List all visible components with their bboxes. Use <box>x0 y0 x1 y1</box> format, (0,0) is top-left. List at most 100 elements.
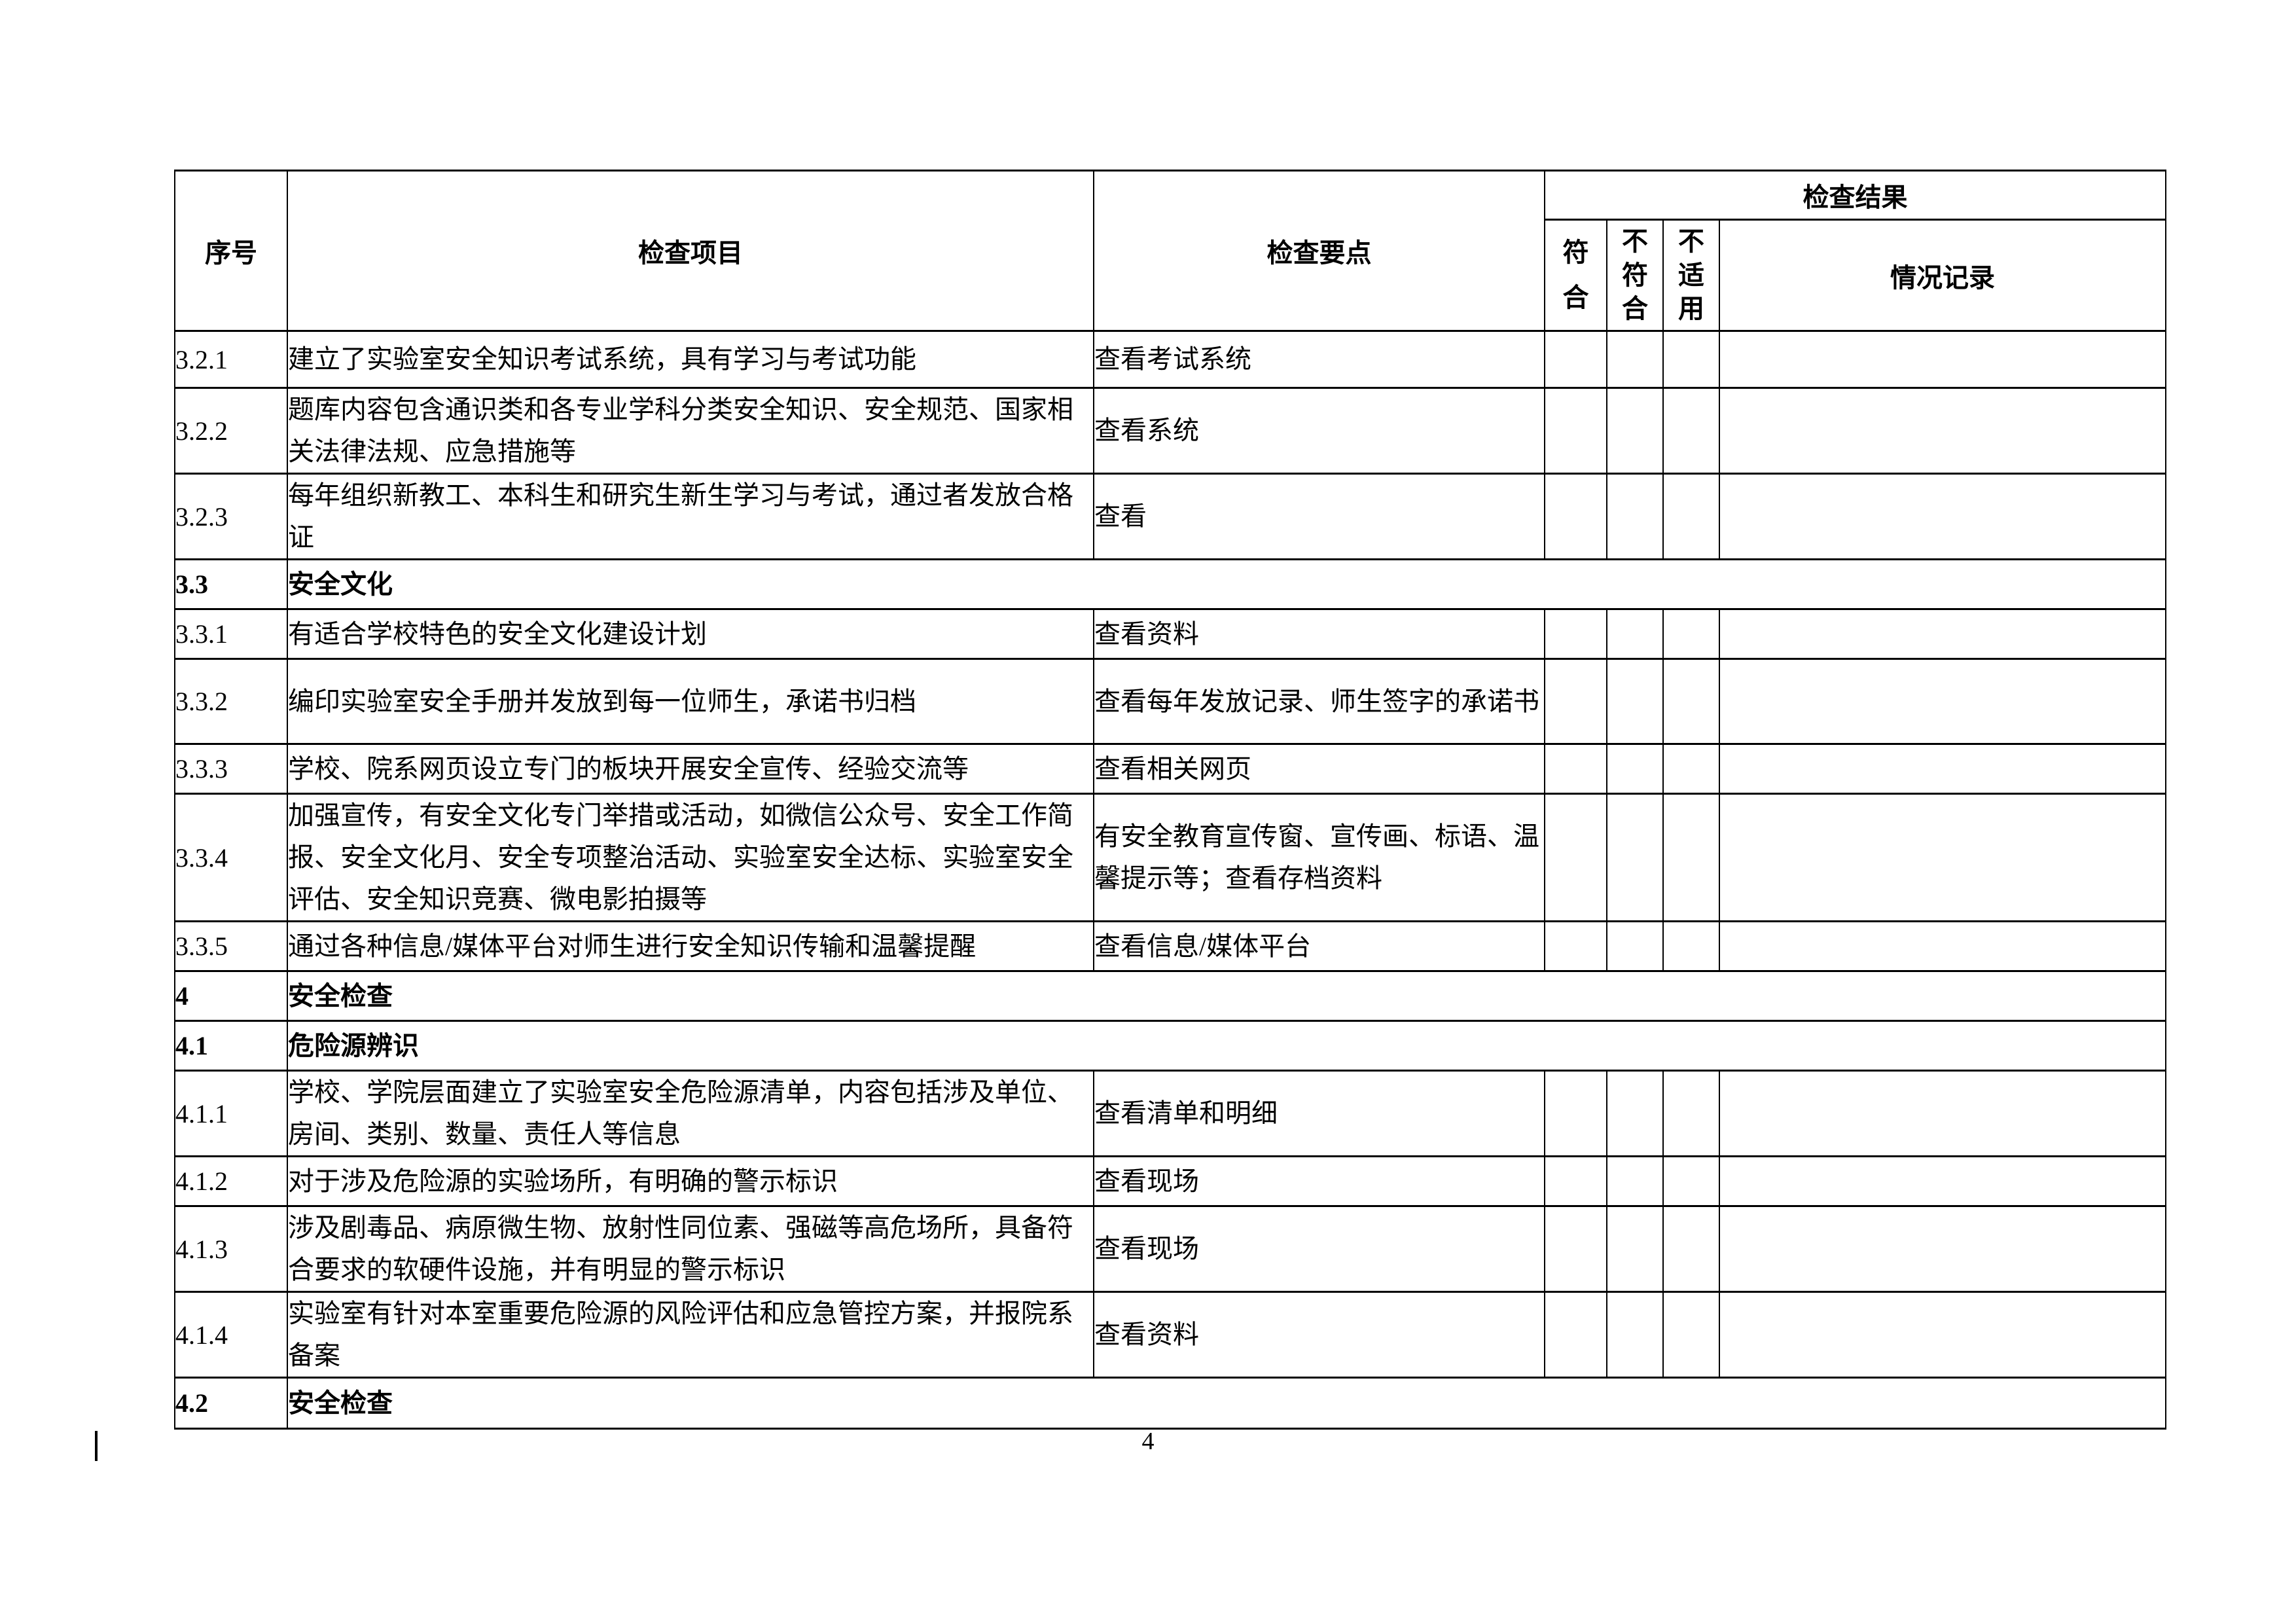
cell-nonconform <box>1606 608 1664 660</box>
cell-not-applicable <box>1662 1070 1720 1157</box>
table-row: 3.3.1 有适合学校特色的安全文化建设计划 查看资料 <box>174 608 2166 660</box>
cell-record <box>1719 1291 2166 1379</box>
header-item: 检查项目 <box>287 170 1094 332</box>
header-conform: 符合 <box>1544 219 1607 332</box>
table-row: 3.3.2 编印实验室安全手册并发放到每一位师生，承诺书归档 查看每年发放记录、师生… <box>174 658 2166 745</box>
cell-record <box>1719 330 2166 389</box>
row-number: 3.2.2 <box>174 387 288 475</box>
table-row: 4.1.3 涉及剧毒品、病原微生物、放射性同位素、强磁等高危场所，具备符合要求的软… <box>174 1205 2166 1293</box>
header-no: 序号 <box>174 170 288 332</box>
header-not-applicable: 不适用 <box>1662 219 1720 332</box>
header-result-group: 检查结果 <box>1544 170 2166 221</box>
row-points: 查看考试系统 <box>1093 330 1545 389</box>
row-item: 有适合学校特色的安全文化建设计划 <box>287 608 1094 660</box>
cell-nonconform <box>1606 387 1664 475</box>
row-points: 查看信息/媒体平台 <box>1093 920 1545 972</box>
row-item: 通过各种信息/媒体平台对师生进行安全知识传输和温馨提醒 <box>287 920 1094 972</box>
row-item: 涉及剧毒品、病原微生物、放射性同位素、强磁等高危场所，具备符合要求的软硬件设施，… <box>287 1205 1094 1293</box>
row-item: 题库内容包含通识类和各专业学科分类安全知识、安全规范、国家相关法律法规、应急措施… <box>287 387 1094 475</box>
row-item: 学校、学院层面建立了实验室安全危险源清单，内容包括涉及单位、房间、类别、数量、责… <box>287 1070 1094 1157</box>
cell-record <box>1719 920 2166 972</box>
row-item: 学校、院系网页设立专门的板块开展安全宣传、经验交流等 <box>287 743 1094 795</box>
cell-conform <box>1544 920 1607 972</box>
section-title: 危险源辨识 <box>287 1020 2166 1072</box>
row-number: 3.2.1 <box>174 330 288 389</box>
row-points: 查看相关网页 <box>1093 743 1545 795</box>
row-item: 对于涉及危险源的实验场所，有明确的警示标识 <box>287 1155 1094 1207</box>
row-item: 实验室有针对本室重要危险源的风险评估和应急管控方案，并报院系备案 <box>287 1291 1094 1379</box>
table-body: 3.2.1 建立了实验室安全知识考试系统，具有学习与考试功能 查看考试系统 3.2.2… <box>174 330 2166 1430</box>
header-conform-label: 符合 <box>1562 238 1589 312</box>
cell-conform <box>1544 743 1607 795</box>
table-header: 序号 检查项目 检查要点 检查结果 符合 不符合 不适用 情况记录 <box>174 170 2166 332</box>
cell-conform <box>1544 330 1607 389</box>
header-nonconform: 不符合 <box>1606 219 1664 332</box>
cell-not-applicable <box>1662 1155 1720 1207</box>
cell-not-applicable <box>1662 920 1720 972</box>
section-row: 4.1 危险源辨识 <box>174 1020 2166 1072</box>
page-number: 4 <box>1141 1428 1155 1455</box>
cell-record <box>1719 658 2166 745</box>
cell-nonconform <box>1606 1155 1664 1207</box>
inspection-table: 序号 检查项目 检查要点 检查结果 符合 不符合 不适用 情况记录 3.2.1 建… <box>174 170 2166 1430</box>
row-points: 查看现场 <box>1093 1205 1545 1293</box>
row-number: 4.1.3 <box>174 1205 288 1293</box>
row-number: 3.3.2 <box>174 658 288 745</box>
cell-record <box>1719 1070 2166 1157</box>
cell-record <box>1719 1155 2166 1207</box>
cell-nonconform <box>1606 743 1664 795</box>
table-row: 3.3.4 加强宣传，有安全文化专门举措或活动，如微信公众号、安全工作简报、安全文… <box>174 793 2166 922</box>
row-item: 建立了实验室安全知识考试系统，具有学习与考试功能 <box>287 330 1094 389</box>
table-row: 3.3.5 通过各种信息/媒体平台对师生进行安全知识传输和温馨提醒 查看信息/媒体平… <box>174 920 2166 972</box>
row-points: 有安全教育宣传窗、宣传画、标语、温馨提示等；查看存档资料 <box>1093 793 1545 922</box>
row-points: 查看资料 <box>1093 608 1545 660</box>
cell-nonconform <box>1606 793 1664 922</box>
cell-record <box>1719 473 2166 560</box>
header-not-applicable-label: 不适用 <box>1678 226 1704 323</box>
section-title: 安全文化 <box>287 558 2166 610</box>
cell-nonconform <box>1606 330 1664 389</box>
cell-not-applicable <box>1662 473 1720 560</box>
cell-record <box>1719 608 2166 660</box>
row-number: 3.3.5 <box>174 920 288 972</box>
section-title: 安全检查 <box>287 1377 2166 1430</box>
row-number: 4 <box>174 970 288 1022</box>
cell-not-applicable <box>1662 658 1720 745</box>
revision-mark-bar <box>95 1431 98 1461</box>
cell-conform <box>1544 793 1607 922</box>
table-row: 3.2.2 题库内容包含通识类和各专业学科分类安全知识、安全规范、国家相关法律法规… <box>174 387 2166 475</box>
section-title: 安全检查 <box>287 970 2166 1022</box>
section-row: 4 安全检查 <box>174 970 2166 1022</box>
cell-conform <box>1544 473 1607 560</box>
cell-conform <box>1544 1155 1607 1207</box>
cell-record <box>1719 793 2166 922</box>
table-row: 4.1.4 实验室有针对本室重要危险源的风险评估和应急管控方案，并报院系备案 查看资… <box>174 1291 2166 1379</box>
row-number: 3.3.1 <box>174 608 288 660</box>
row-number: 3.2.3 <box>174 473 288 560</box>
row-number: 4.1.2 <box>174 1155 288 1207</box>
row-item: 每年组织新教工、本科生和研究生新生学习与考试，通过者发放合格证 <box>287 473 1094 560</box>
cell-not-applicable <box>1662 330 1720 389</box>
row-number: 3.3 <box>174 558 288 610</box>
row-points: 查看系统 <box>1093 387 1545 475</box>
row-points: 查看资料 <box>1093 1291 1545 1379</box>
table-row: 3.3.3 学校、院系网页设立专门的板块开展安全宣传、经验交流等 查看相关网页 <box>174 743 2166 795</box>
header-points: 检查要点 <box>1093 170 1545 332</box>
row-item: 加强宣传，有安全文化专门举措或活动，如微信公众号、安全工作简报、安全文化月、安全… <box>287 793 1094 922</box>
section-row: 4.2 安全检查 <box>174 1377 2166 1430</box>
cell-nonconform <box>1606 920 1664 972</box>
cell-not-applicable <box>1662 387 1720 475</box>
cell-nonconform <box>1606 658 1664 745</box>
table-row: 3.2.1 建立了实验室安全知识考试系统，具有学习与考试功能 查看考试系统 <box>174 330 2166 389</box>
cell-record <box>1719 743 2166 795</box>
cell-nonconform <box>1606 1070 1664 1157</box>
cell-nonconform <box>1606 1205 1664 1293</box>
row-points: 查看每年发放记录、师生签字的承诺书 <box>1093 658 1545 745</box>
row-item: 编印实验室安全手册并发放到每一位师生，承诺书归档 <box>287 658 1094 745</box>
row-points: 查看清单和明细 <box>1093 1070 1545 1157</box>
row-number: 3.3.3 <box>174 743 288 795</box>
row-number: 4.1.1 <box>174 1070 288 1157</box>
cell-conform <box>1544 658 1607 745</box>
cell-conform <box>1544 387 1607 475</box>
